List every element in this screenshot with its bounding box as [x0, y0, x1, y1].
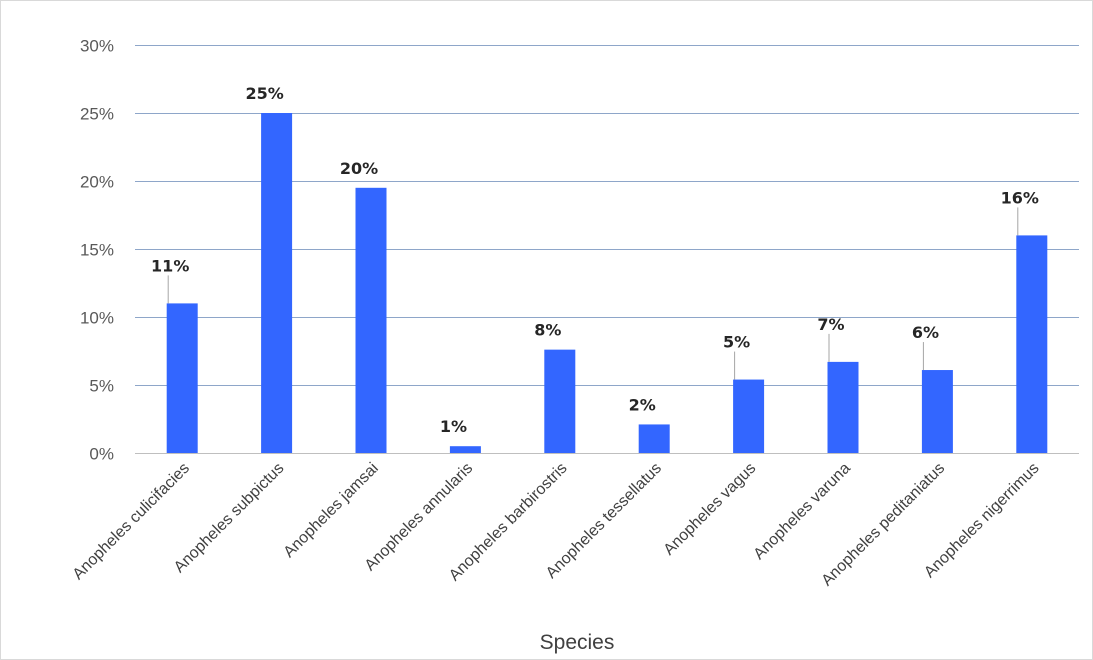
- y-axis-ticks: 0% 5% 10% 15% 20% 25% 30%: [80, 37, 114, 464]
- y-tick-label: 20%: [80, 173, 114, 192]
- y-tick-label: 30%: [80, 37, 114, 56]
- x-category-label: Anopheles subpictus: [171, 460, 287, 576]
- data-label: 20%: [340, 159, 378, 178]
- bar: [733, 379, 765, 453]
- data-label: 25%: [245, 84, 283, 103]
- data-label: 11%: [151, 256, 189, 275]
- bar: [261, 113, 293, 453]
- data-label: 7%: [817, 315, 844, 334]
- x-category-label: Anopheles annularis: [362, 460, 477, 575]
- y-tick-label: 15%: [80, 241, 114, 260]
- data-label-leaders: [167, 207, 1019, 380]
- bar: [921, 370, 953, 453]
- data-label: 16%: [1001, 188, 1039, 207]
- data-label: 8%: [534, 321, 561, 340]
- bar: [355, 187, 387, 454]
- bars: [166, 113, 1048, 454]
- y-tick-label: 10%: [80, 309, 114, 328]
- data-label: 6%: [912, 323, 939, 342]
- data-label: 5%: [723, 333, 750, 352]
- bar: [638, 424, 670, 453]
- y-tick-label: 0%: [89, 445, 114, 464]
- data-label: 1%: [440, 417, 467, 436]
- x-category-label: Anopheles vagus: [661, 460, 760, 559]
- y-tick-label: 25%: [80, 105, 114, 124]
- data-labels: 11% 25% 20% 1% 8% 2% 5% 7% 6% 16%: [151, 84, 1039, 436]
- x-category-label: Anopheles varuna: [751, 460, 854, 563]
- bar: [827, 361, 859, 453]
- bar: [544, 349, 576, 453]
- data-label: 2%: [629, 395, 656, 414]
- bar: [166, 303, 198, 453]
- gridlines: [135, 45, 1079, 454]
- x-axis-title: Species: [540, 631, 615, 654]
- bar: [1016, 235, 1048, 453]
- bar: [449, 446, 481, 453]
- y-tick-label: 5%: [89, 377, 114, 396]
- x-category-label: Anopheles jamsai: [281, 460, 382, 561]
